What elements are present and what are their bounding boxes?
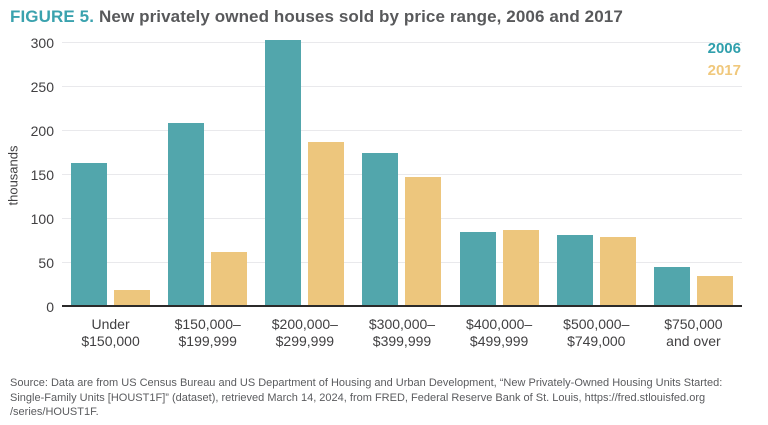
x-category-label-line: Under [91,316,130,332]
x-category-label: $150,000– $199,999 [159,316,256,350]
y-tick-label: 200 [30,123,54,139]
bar-2006 [556,234,593,307]
bar-2006 [459,232,496,307]
legend-item-2017: 2017 [707,62,741,79]
y-tick-label: 100 [30,211,54,227]
gridline-250 [62,86,742,87]
bar-group [451,229,548,307]
bar-group [62,162,159,307]
x-category-label-line: $500,000– [563,316,630,332]
figure-number: FIGURE 5. [10,7,95,26]
bar-group [548,234,645,307]
x-category-label-line: $400,000– [466,316,533,332]
x-category-label: $200,000– $299,999 [256,316,353,350]
x-category-label-line: $300,000– [368,316,436,332]
bar-2006 [168,123,205,307]
y-tick-label: 0 [46,299,54,315]
x-category-label-line: $749,000 [567,333,626,349]
y-tick-label: 150 [30,167,54,183]
bar-group [353,153,450,307]
source-line: Source: Data are from US Census Bureau a… [10,377,723,389]
x-category-label-line: $299,999 [275,333,335,349]
gridline-50 [62,262,742,263]
bar-2017 [114,290,151,307]
bar-2006 [653,267,690,307]
bar-2017 [502,229,539,307]
bar-2006 [362,153,399,307]
figure-title: FIGURE 5. New privately owned houses sold… [10,7,623,27]
y-tick-label: 250 [30,79,54,95]
x-category-label: $500,000– $749,000 [548,316,645,350]
x-category-label-line: $150,000 [81,333,140,349]
x-category-label-line: $150,000– [174,316,241,332]
x-category-label: $750,000 and over [645,316,742,350]
gridline-150 [62,174,742,175]
bar-group [645,267,742,307]
bar-2006 [71,162,108,307]
x-axis-line [62,305,742,307]
bar-2017 [211,251,248,307]
bar-2017 [599,236,636,307]
x-category-label-line: $200,000– [271,316,338,332]
x-category-label-line: and over [666,333,721,349]
source-line: /series/HOUST1F. [10,406,99,419]
x-category-label-line: $750,000 [664,316,723,332]
title-text: New privately owned houses sold by price… [99,7,623,26]
source-line: Single-Family Units [HOUST1F]” (dataset)… [10,391,706,404]
x-category-label-line: $399,999 [372,333,432,349]
x-category-label: $400,000– $499,999 [451,316,548,350]
x-category-label-line: $199,999 [178,333,237,349]
x-axis-labels: Under $150,000 $150,000– $199,999 $200,000– $… [62,316,742,350]
legend: 2006 2017 [708,38,741,82]
x-category-label: $300,000– $399,999 [353,316,450,350]
bar-group [159,123,256,307]
bar-2017 [405,176,442,307]
gridline-200 [62,130,742,131]
bars-container [62,40,742,307]
gridline-100 [62,218,742,219]
x-category-label-line: $499,999 [469,333,529,349]
bar-group [256,40,353,307]
y-axis-ticks: 0 50 100 150 200 250 300 [0,35,54,315]
x-category-label: Under $150,000 [62,316,159,350]
y-tick-label: 300 [30,35,54,51]
bar-2017 [696,276,733,307]
bar-2006 [265,40,302,307]
bar-2017 [308,141,345,307]
y-tick-label: 50 [38,255,54,271]
legend-item-2006: 2006 [707,40,741,57]
gridline-300 [62,42,742,43]
plot-area: 2006 2017 [62,40,742,307]
source-note: Source: Data are from US Census Bureau a… [10,376,762,420]
